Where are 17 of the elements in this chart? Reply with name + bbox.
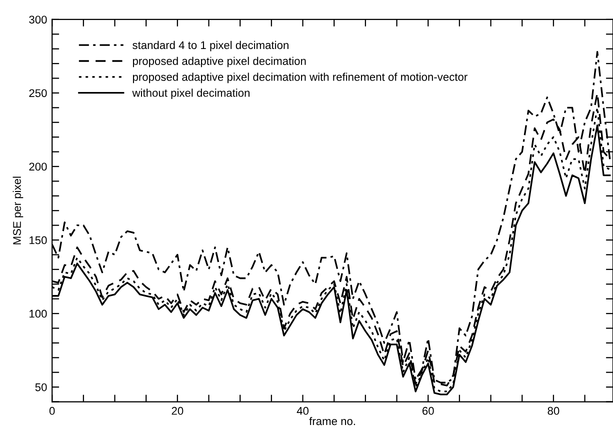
legend-label: without pixel decimation [132, 88, 250, 100]
x-tick-label: 60 [422, 406, 434, 415]
y-tick-label: 50 [35, 383, 47, 392]
y-tick-label: 100 [30, 310, 47, 318]
x-tick-label: 20 [172, 406, 184, 415]
y-tick-label: 250 [29, 89, 47, 98]
x-tick-label: 40 [296, 406, 309, 415]
y-tick-label: 200 [29, 162, 47, 171]
y-tick-label: 150 [30, 236, 47, 244]
legend-label: standard 4 to 1 pixel decimation [132, 40, 288, 52]
y-axis-title: MSE per pixel [12, 176, 24, 244]
y-tick-label: 300 [29, 16, 47, 24]
legend-label: proposed adaptive pixel decimation [132, 56, 306, 68]
legend-label: proposed adaptive pixel decimation with refinement of motion-vector [132, 72, 468, 84]
x-axis-title: frame no. [309, 416, 356, 426]
x-tick-label: 0 [49, 406, 55, 415]
x-tick-label: 80 [548, 406, 560, 415]
